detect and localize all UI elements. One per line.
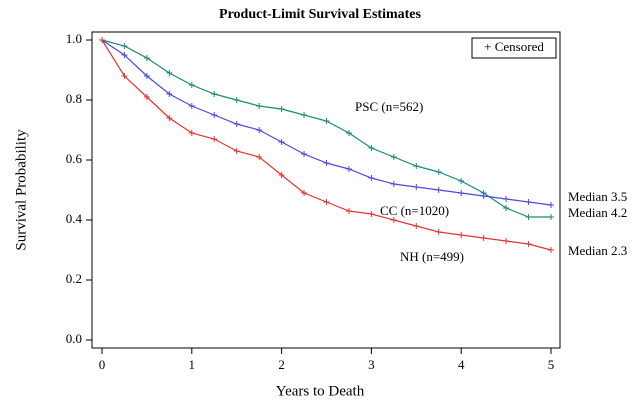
median-label: Median 3.5 xyxy=(568,189,627,204)
censor-mark xyxy=(548,202,554,208)
censor-mark xyxy=(301,190,308,196)
censor-mark xyxy=(301,112,308,118)
censor-mark xyxy=(323,118,330,124)
x-tick-label: 5 xyxy=(548,357,555,372)
censor-mark xyxy=(390,154,397,160)
censor-mark xyxy=(143,55,150,61)
censor-mark xyxy=(548,214,554,220)
censor-mark xyxy=(525,214,532,220)
censor-mark xyxy=(301,151,308,157)
censor-mark xyxy=(99,37,105,43)
censor-mark xyxy=(368,175,375,181)
y-axis-label: Survival Probability xyxy=(13,129,29,251)
censor-mark xyxy=(525,241,532,247)
censor-mark xyxy=(345,208,352,214)
censor-mark xyxy=(480,235,487,241)
censor-mark xyxy=(480,193,487,199)
y-tick-label: 0.2 xyxy=(66,271,82,286)
censor-mark xyxy=(166,70,173,76)
series-label: PSC (n=562) xyxy=(355,99,423,114)
median-label: Median 4.2 xyxy=(568,205,627,220)
censor-mark xyxy=(278,106,285,112)
censor-mark xyxy=(143,73,150,79)
legend-text: + Censored xyxy=(484,39,544,54)
censor-mark xyxy=(143,94,150,100)
censor-mark xyxy=(413,163,420,169)
censor-mark xyxy=(121,73,128,79)
y-tick-label: 1.0 xyxy=(66,31,82,46)
censor-mark xyxy=(390,217,397,223)
censor-mark xyxy=(121,52,128,58)
censor-mark xyxy=(548,247,554,253)
censor-mark xyxy=(435,169,442,175)
censor-mark xyxy=(188,130,195,136)
censor-mark xyxy=(323,199,330,205)
censor-mark xyxy=(435,229,442,235)
censor-mark xyxy=(166,91,173,97)
censor-mark xyxy=(211,112,218,118)
y-tick-label: 0.4 xyxy=(66,211,83,226)
censor-mark xyxy=(188,82,195,88)
censor-mark xyxy=(211,91,218,97)
censor-mark xyxy=(345,130,352,136)
censor-mark xyxy=(525,199,532,205)
median-label: Median 2.3 xyxy=(568,243,627,258)
censor-mark xyxy=(435,187,442,193)
x-tick-label: 0 xyxy=(99,357,106,372)
censor-mark xyxy=(166,115,173,121)
censor-mark xyxy=(368,145,375,151)
censor-mark xyxy=(233,97,240,103)
censor-mark xyxy=(458,178,465,184)
x-tick-label: 3 xyxy=(368,357,375,372)
censor-mark xyxy=(503,205,510,211)
y-tick-label: 0.6 xyxy=(66,151,83,166)
censor-mark xyxy=(503,196,510,202)
censor-mark xyxy=(211,136,218,142)
censor-mark xyxy=(345,166,352,172)
y-tick-label: 0.8 xyxy=(66,91,82,106)
censor-mark xyxy=(256,103,263,109)
x-tick-label: 4 xyxy=(458,357,465,372)
censor-mark xyxy=(256,154,263,160)
legend-box xyxy=(471,37,557,59)
censor-mark xyxy=(233,121,240,127)
x-axis-label: Years to Death xyxy=(276,383,365,399)
censor-mark xyxy=(278,172,285,178)
censor-mark xyxy=(256,127,263,133)
plot-frame xyxy=(91,31,561,349)
censor-mark xyxy=(458,232,465,238)
censor-mark xyxy=(458,190,465,196)
x-tick-label: 2 xyxy=(278,357,285,372)
censor-mark xyxy=(121,43,128,49)
censor-mark xyxy=(278,139,285,145)
censor-mark xyxy=(233,148,240,154)
censor-mark xyxy=(390,181,397,187)
series-label: CC (n=1020) xyxy=(380,203,449,218)
censor-mark xyxy=(323,160,330,166)
censor-mark xyxy=(368,211,375,217)
series-label: NH (n=499) xyxy=(400,249,464,264)
y-tick-label: 0.0 xyxy=(66,331,82,346)
x-tick-label: 1 xyxy=(189,357,196,372)
censor-mark xyxy=(503,238,510,244)
censor-mark xyxy=(188,103,195,109)
censor-mark xyxy=(413,184,420,190)
censor-mark xyxy=(413,223,420,229)
chart-title: Product-Limit Survival Estimates xyxy=(219,7,422,22)
